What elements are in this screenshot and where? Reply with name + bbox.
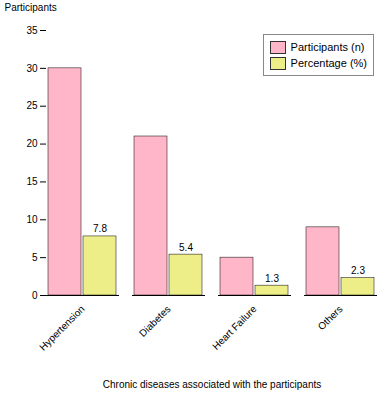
svg-text:Hypertension: Hypertension bbox=[37, 303, 86, 352]
svg-text:5: 5 bbox=[32, 252, 38, 263]
svg-text:Participants: Participants bbox=[5, 2, 57, 13]
svg-text:Others: Others bbox=[316, 303, 345, 332]
svg-text:15: 15 bbox=[26, 176, 38, 187]
svg-text:1.3: 1.3 bbox=[265, 273, 279, 284]
svg-text:2.3: 2.3 bbox=[351, 265, 365, 276]
svg-text:0: 0 bbox=[32, 290, 38, 301]
svg-text:20: 20 bbox=[26, 138, 38, 149]
svg-text:Chronic diseases associated wi: Chronic diseases associated with the par… bbox=[103, 379, 321, 390]
svg-text:Heart Failure: Heart Failure bbox=[210, 303, 259, 352]
html-text:Percentage (%): Percentage (%) bbox=[290, 57, 367, 69]
svg-text:7.8: 7.8 bbox=[93, 223, 107, 234]
svg-text:25: 25 bbox=[26, 100, 38, 111]
html-text:Participants (n): Participants (n) bbox=[290, 41, 365, 53]
svg-text:5.4: 5.4 bbox=[179, 242, 193, 253]
svg-text:35: 35 bbox=[26, 25, 38, 36]
svg-text:10: 10 bbox=[26, 214, 38, 225]
svg-text:Diabetes: Diabetes bbox=[137, 303, 173, 339]
svg-text:30: 30 bbox=[26, 63, 38, 74]
